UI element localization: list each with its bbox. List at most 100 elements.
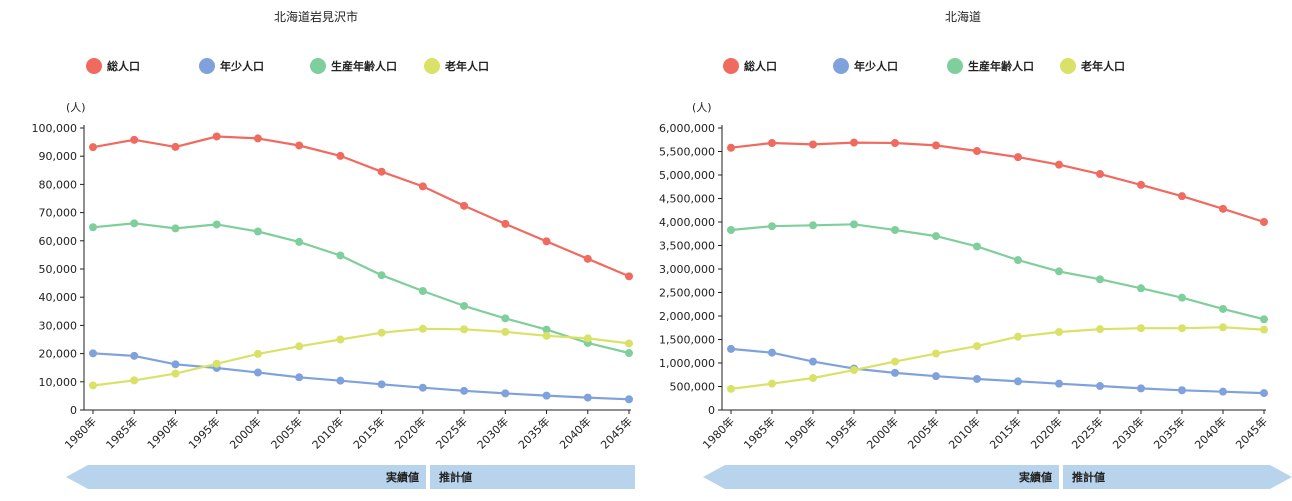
iwamizawa-data-point-working xyxy=(171,224,180,233)
iwamizawa-data-point-total xyxy=(212,132,221,141)
hokkaido-data-point-elderly xyxy=(850,366,858,375)
hokkaido-series-line-total xyxy=(730,141,1265,224)
hokkaido-data-point-working xyxy=(1178,293,1186,302)
iwamizawa-data-point-working xyxy=(542,325,551,334)
iwamizawa-data-point-total xyxy=(418,182,427,191)
iwamizawa-y-tick-label: 0 xyxy=(70,404,77,417)
hokkaido-data-point-youth xyxy=(768,348,776,357)
iwamizawa-x-tick-label: 1985年 xyxy=(103,414,140,451)
iwamizawa-x-tick-label: 2000年 xyxy=(227,414,264,451)
hokkaido-x-tick-label: 2005年 xyxy=(905,414,942,451)
hokkaido-data-point-total xyxy=(1178,192,1186,201)
iwamizawa-x-tick-label: 2010年 xyxy=(309,414,346,451)
iwamizawa-data-point-elderly xyxy=(542,331,551,340)
iwamizawa-data-point-youth xyxy=(542,391,551,400)
iwamizawa-data-point-total xyxy=(89,143,97,152)
hokkaido-x-tick-label: 2035年 xyxy=(1151,414,1188,451)
iwamizawa-data-point-total xyxy=(583,254,592,263)
iwamizawa-legend-marker-total xyxy=(86,58,102,74)
hokkaido-data-point-working xyxy=(973,242,981,251)
hokkaido-y-tick-label: 2,000,000 xyxy=(659,310,715,323)
hokkaido-y-tick-label: 6,000,000 xyxy=(659,122,715,135)
iwamizawa-x-tick-label: 2020年 xyxy=(391,414,428,451)
iwamizawa-data-point-elderly xyxy=(418,324,427,333)
hokkaido-x-tick-label: 2020年 xyxy=(1028,414,1065,451)
hokkaido-y-tick-label: 4,500,000 xyxy=(659,193,715,206)
iwamizawa-y-unit-label: (人) xyxy=(66,101,86,114)
iwamizawa-data-point-total xyxy=(130,135,139,144)
iwamizawa-data-point-youth xyxy=(460,386,469,395)
hokkaido-data-point-total xyxy=(973,147,981,156)
iwamizawa-y-tick-label: 50,000 xyxy=(39,263,78,276)
hokkaido-data-point-youth xyxy=(1096,382,1104,391)
iwamizawa-data-point-total xyxy=(253,134,262,143)
hokkaido-x-tick-label: 2025年 xyxy=(1069,414,1106,451)
hokkaido-y-tick-label: 500,000 xyxy=(670,381,716,394)
iwamizawa-data-point-working xyxy=(253,227,262,236)
hokkaido-data-point-youth xyxy=(891,368,899,377)
iwamizawa-data-point-youth xyxy=(625,395,633,404)
iwamizawa-x-tick-label: 1990年 xyxy=(144,414,181,451)
iwamizawa-legend-marker-elderly xyxy=(424,58,440,74)
iwamizawa-data-point-working xyxy=(212,220,221,229)
iwamizawa-legend-marker-working xyxy=(310,58,326,74)
hokkaido-y-tick-label: 1,500,000 xyxy=(659,334,715,347)
hokkaido-data-point-working xyxy=(1014,256,1022,265)
iwamizawa-data-point-working xyxy=(625,349,633,358)
iwamizawa-chart-title: 北海道岩見沢市 xyxy=(274,9,358,24)
hokkaido-x-tick-label: 2015年 xyxy=(987,414,1024,451)
hokkaido-data-point-total xyxy=(1096,170,1104,179)
iwamizawa-data-point-youth xyxy=(89,349,97,358)
hokkaido-legend-marker-youth xyxy=(833,58,849,74)
hokkaido-data-point-working xyxy=(727,225,735,234)
hokkaido-y-tick-label: 4,000,000 xyxy=(659,216,715,229)
hokkaido-data-point-total xyxy=(1014,153,1022,162)
iwamizawa-data-point-elderly xyxy=(130,376,139,385)
iwamizawa-y-tick-label: 60,000 xyxy=(39,235,78,248)
iwamizawa-data-point-youth xyxy=(336,376,345,385)
iwamizawa-data-point-working xyxy=(377,271,386,280)
hokkaido-data-point-elderly xyxy=(1219,323,1227,332)
hokkaido-data-point-elderly xyxy=(809,374,817,383)
hokkaido-data-point-elderly xyxy=(932,349,940,358)
hokkaido-period-band xyxy=(703,465,1292,489)
hokkaido-data-point-youth xyxy=(1137,384,1145,393)
iwamizawa-data-point-elderly xyxy=(89,381,97,390)
iwamizawa-data-point-total xyxy=(501,219,510,228)
iwamizawa-y-tick-label: 40,000 xyxy=(39,291,78,304)
hokkaido-data-point-youth xyxy=(809,357,817,366)
iwamizawa-data-point-elderly xyxy=(583,334,592,343)
iwamizawa-x-tick-label: 2045年 xyxy=(598,414,635,451)
iwamizawa-data-point-working xyxy=(501,314,510,323)
hokkaido-data-point-total xyxy=(727,143,735,152)
iwamizawa-y-tick-label: 100,000 xyxy=(32,122,78,135)
hokkaido-actual-label: 実績値 xyxy=(1019,470,1052,484)
iwamizawa-data-point-youth xyxy=(377,380,386,389)
iwamizawa-data-point-working xyxy=(336,251,345,260)
iwamizawa-data-point-working xyxy=(460,301,469,310)
iwamizawa-data-point-total xyxy=(460,201,469,210)
iwamizawa-data-point-elderly xyxy=(336,335,345,344)
hokkaido-x-tick-label: 1995年 xyxy=(823,414,860,451)
hokkaido-data-point-working xyxy=(809,221,817,230)
hokkaido-legend-label-elderly: 老年人口 xyxy=(1080,59,1125,73)
iwamizawa-y-tick-label: 30,000 xyxy=(39,319,78,332)
hokkaido-data-point-total xyxy=(850,138,858,147)
hokkaido-data-point-youth xyxy=(1260,389,1268,398)
hokkaido-x-tick-label: 1985年 xyxy=(741,414,778,451)
hokkaido-data-point-working xyxy=(1055,267,1063,276)
iwamizawa-data-point-elderly xyxy=(295,342,304,351)
hokkaido-x-tick-label: 2000年 xyxy=(864,414,901,451)
hokkaido-data-point-youth xyxy=(1219,387,1227,396)
iwamizawa-data-point-total xyxy=(625,272,633,281)
hokkaido-series-line-youth xyxy=(730,347,1265,395)
iwamizawa-period-band xyxy=(66,465,635,489)
iwamizawa-x-tick-label: 2040年 xyxy=(556,414,593,451)
hokkaido-y-tick-label: 3,500,000 xyxy=(659,240,715,253)
hokkaido-data-point-total xyxy=(932,141,940,150)
hokkaido-x-tick-label: 2010年 xyxy=(946,414,983,451)
hokkaido-y-tick-label: 5,500,000 xyxy=(659,146,715,159)
hokkaido-data-point-youth xyxy=(1178,386,1186,395)
hokkaido-x-tick-label: 2045年 xyxy=(1233,414,1270,451)
iwamizawa-data-point-elderly xyxy=(501,327,510,336)
